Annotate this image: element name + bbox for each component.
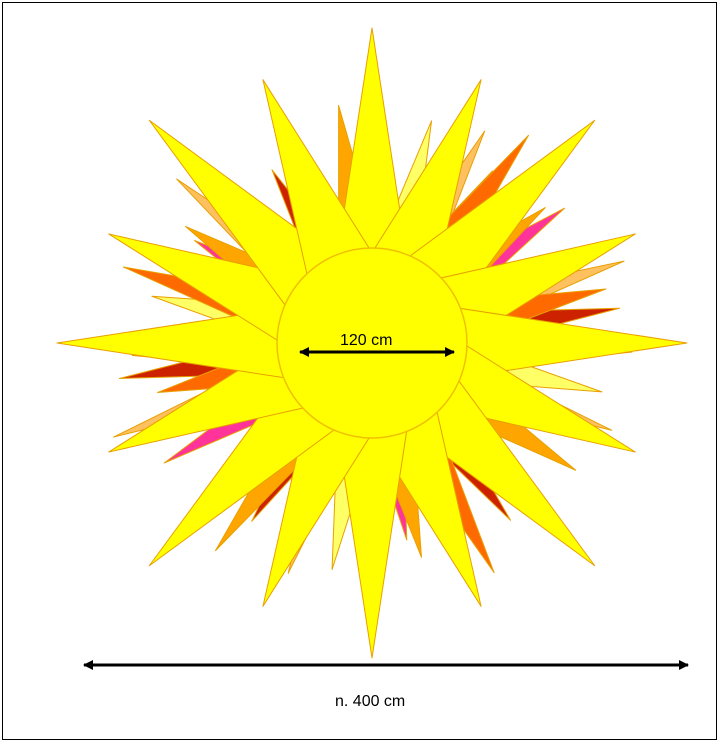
sun-core [276,247,468,439]
outer-diameter-label: n. 400 cm [335,693,406,710]
inner-diameter-label: 120 cm [340,332,393,349]
